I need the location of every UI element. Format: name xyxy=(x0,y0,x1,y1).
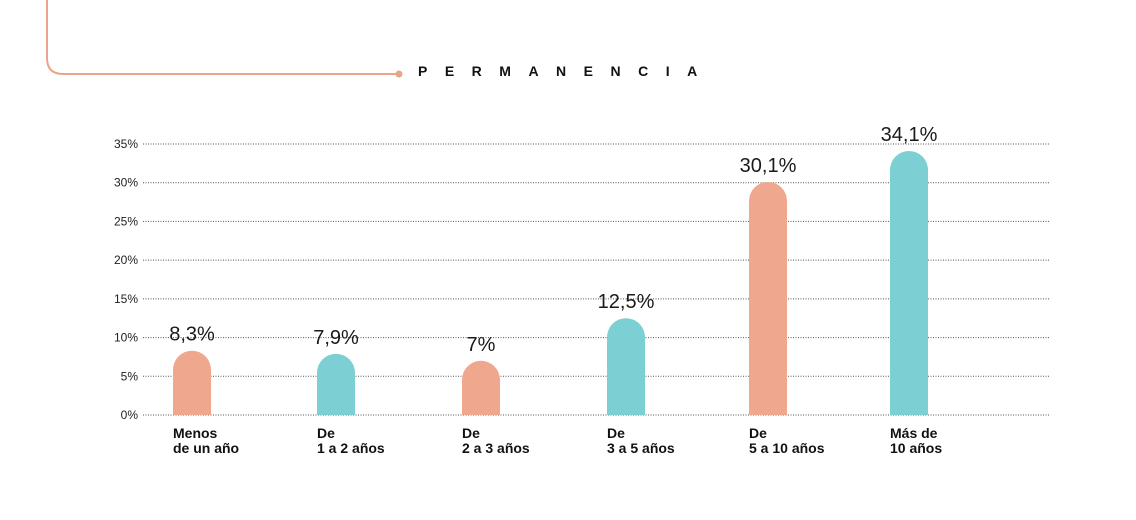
x-tick-label: 5 a 10 años xyxy=(749,440,825,456)
data-label: 34,1% xyxy=(881,124,938,146)
data-label: 7,9% xyxy=(313,327,359,349)
bars xyxy=(173,150,928,415)
y-axis: 0% 5% 10% 15% 20% 25% 30% 35% xyxy=(114,137,138,422)
y-tick-label: 5% xyxy=(121,369,139,383)
x-tick-label: 2 a 3 años xyxy=(462,440,530,456)
y-tick-label: 0% xyxy=(121,408,139,422)
x-tick-label: De xyxy=(462,425,480,441)
bar xyxy=(173,350,211,415)
y-tick-label: 10% xyxy=(114,331,138,345)
bar xyxy=(462,360,500,415)
y-tick-label: 35% xyxy=(114,137,138,151)
y-tick-label: 15% xyxy=(114,292,138,306)
data-label: 12,5% xyxy=(598,291,655,313)
x-tick-label: 3 a 5 años xyxy=(607,440,675,456)
bar xyxy=(607,318,645,415)
x-tick-label: 10 años xyxy=(890,440,942,456)
y-tick-label: 20% xyxy=(114,253,138,267)
data-label: 30,1% xyxy=(740,155,797,177)
x-tick-label: De xyxy=(317,425,335,441)
x-tick-label: Más de xyxy=(890,425,938,441)
x-tick-label: De xyxy=(607,425,625,441)
header-dot xyxy=(395,70,403,78)
x-tick-label: de un año xyxy=(173,440,239,456)
y-tick-label: 30% xyxy=(114,176,138,190)
y-tick-label: 25% xyxy=(114,214,138,228)
bar xyxy=(317,353,355,415)
bar xyxy=(890,150,928,415)
value-labels: 8,3% 7,9% 7% 12,5% 30,1% 34,1% xyxy=(169,124,937,356)
header-line xyxy=(46,0,397,75)
x-tick-label: De xyxy=(749,425,767,441)
page-title: PERMANENCIA xyxy=(418,63,715,79)
x-tick-label: Menos xyxy=(173,425,218,441)
data-label: 8,3% xyxy=(169,324,215,346)
x-tick-label: 1 a 2 años xyxy=(317,440,385,456)
bar xyxy=(749,181,787,415)
data-label: 7% xyxy=(467,334,496,356)
